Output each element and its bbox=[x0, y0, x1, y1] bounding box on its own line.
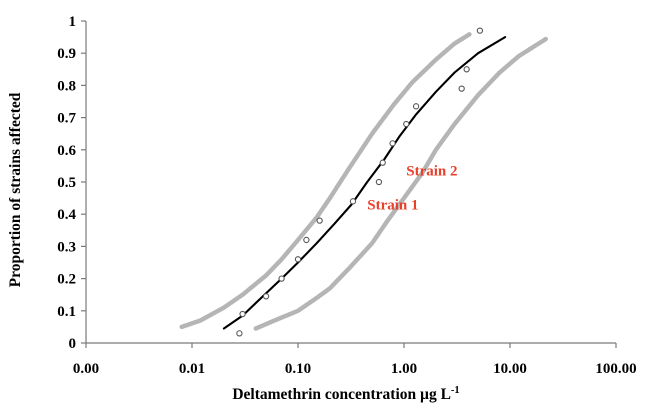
y-tick-label: 0.7 bbox=[57, 111, 76, 127]
y-tick-label: 0.1 bbox=[57, 304, 76, 320]
observed-data-point bbox=[458, 85, 465, 92]
observed-data-point bbox=[379, 159, 386, 166]
strain-annotation: Strain 2 bbox=[406, 164, 457, 180]
y-tick-group: 0 0.1 0.2 0.3 0.4 0.5 0.6 0.7 0.8 0.9 1 bbox=[57, 14, 86, 352]
x-tick-label: 1.00 bbox=[391, 361, 417, 377]
x-tick-label: 0.10 bbox=[285, 361, 311, 377]
observed-data-point bbox=[349, 198, 357, 205]
axes bbox=[85, 21, 616, 344]
observed-data-point bbox=[239, 310, 246, 318]
y-tick-label: 0.6 bbox=[57, 143, 76, 159]
y-tick-label: 0.2 bbox=[57, 272, 76, 288]
x-axis-label: Deltamethrin concentration µg L-1 bbox=[232, 385, 459, 403]
observed-data-point bbox=[278, 275, 285, 282]
observed-data-point bbox=[294, 256, 302, 263]
observed-data-point bbox=[389, 140, 396, 147]
observed-data-point bbox=[476, 27, 484, 34]
x-tick-label: 10.00 bbox=[493, 361, 527, 377]
observed-data-point bbox=[262, 293, 270, 300]
x-axis-label-text: Deltamethrin concentration µg L bbox=[232, 386, 451, 403]
y-tick-label: 0.3 bbox=[57, 239, 76, 255]
y-tick-label: 0.5 bbox=[57, 175, 76, 191]
observed-data-point bbox=[403, 120, 410, 128]
observed-data-point bbox=[463, 66, 470, 73]
series-group bbox=[179, 27, 549, 337]
strain-annotation: Strain 1 bbox=[367, 198, 418, 214]
x-tick-label: 100.00 bbox=[595, 361, 636, 377]
observed-data-point bbox=[303, 236, 310, 244]
y-tick-label: 0 bbox=[69, 336, 77, 352]
x-tick-group: 0.00 0.01 0.10 1.00 10.00 100.00 bbox=[73, 343, 637, 377]
observed-data-point bbox=[412, 103, 420, 110]
lower-confidence-band bbox=[253, 36, 549, 331]
y-tick-label: 1 bbox=[69, 14, 77, 30]
x-axis-label-superscript: -1 bbox=[451, 385, 460, 396]
y-tick-label: 0.4 bbox=[57, 207, 76, 223]
observed-data-point bbox=[375, 178, 383, 186]
upper-confidence-band bbox=[179, 31, 473, 330]
fitted-curve bbox=[222, 36, 507, 330]
annotation-group: Strain 2 Strain 1 bbox=[367, 164, 457, 214]
y-tick-label: 0.8 bbox=[57, 78, 76, 94]
x-tick-label: 0.00 bbox=[73, 361, 99, 377]
observed-data-point bbox=[316, 217, 323, 224]
x-tick-label: 0.01 bbox=[179, 361, 205, 377]
observed-data-point bbox=[236, 330, 243, 337]
y-tick-label: 0.9 bbox=[57, 46, 76, 62]
y-axis-label: Proportion of strains affected bbox=[7, 92, 24, 287]
